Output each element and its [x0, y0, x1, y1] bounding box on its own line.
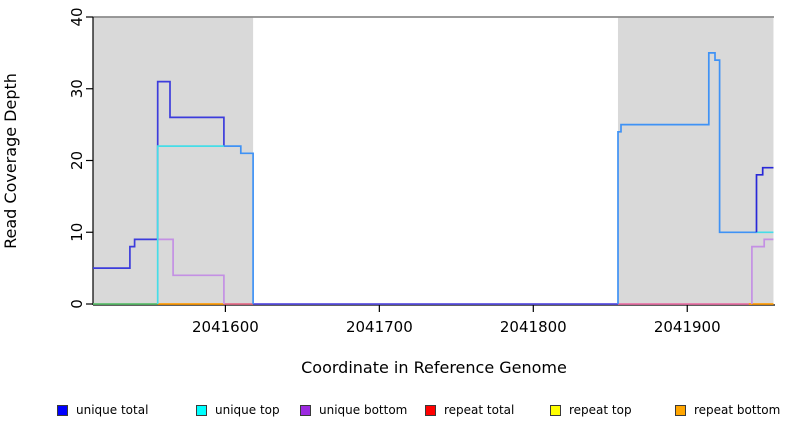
series-unique-total-right — [755, 166, 774, 233]
legend-swatch-repeat-top — [550, 404, 561, 416]
legend-swatch-repeat-total — [425, 404, 436, 416]
series-unique-bottom-right — [751, 238, 774, 304]
shaded-region — [617, 17, 774, 305]
legend-swatch-repeat-bottom — [675, 404, 686, 416]
x-tick-label: 2041700 — [346, 318, 413, 336]
legend-label: repeat top — [569, 403, 632, 417]
legend-item-unique-top: unique top — [196, 402, 280, 418]
legend-swatch-unique-top — [196, 404, 207, 416]
series-unique-top-left — [156, 145, 224, 304]
legend-item-unique-total: unique total — [57, 402, 148, 418]
y-tick-label: 0 — [68, 299, 86, 309]
legend-label: repeat total — [444, 403, 515, 417]
legend-item-repeat-bottom: repeat bottom — [675, 402, 780, 418]
x-axis-title: Coordinate in Reference Genome — [301, 358, 567, 377]
legend-item-repeat-total: repeat total — [425, 402, 514, 418]
legend-item-repeat-top: repeat top — [550, 402, 632, 418]
series-unique-total-and-top-right — [617, 52, 757, 304]
y-tick-label: 40 — [68, 7, 86, 26]
series-unique-total-and-top-left — [223, 145, 254, 304]
legend-label: unique top — [215, 403, 280, 417]
x-tick-label: 2041900 — [654, 318, 721, 336]
y-tick-label: 20 — [68, 151, 86, 170]
legend-swatch-unique-total — [57, 404, 68, 416]
legend-swatch-unique-bottom — [300, 404, 311, 416]
x-tick-label: 2041600 — [192, 318, 259, 336]
y-tick-label: 30 — [68, 79, 86, 98]
shaded-regions — [93, 17, 774, 305]
legend-label: unique total — [76, 403, 149, 417]
plot-area: 2041600 2041700 2041800 2041900 0 10 20 30 40 Co… — [1, 7, 775, 377]
legend-item-unique-bottom: unique bottom — [300, 402, 407, 418]
legend: unique total unique top unique bottom repea… — [0, 402, 792, 422]
legend-label: repeat bottom — [694, 403, 781, 417]
y-axis-title: Read Coverage Depth — [1, 73, 20, 249]
axis-ticks: 2041600 2041700 2041800 2041900 0 10 20 30 40 — [68, 7, 721, 336]
legend-label: unique bottom — [319, 403, 408, 417]
x-tick-label: 2041800 — [500, 318, 567, 336]
data-series — [93, 52, 774, 305]
y-tick-label: 10 — [68, 223, 86, 242]
series-unique-bottom-left — [157, 238, 225, 304]
